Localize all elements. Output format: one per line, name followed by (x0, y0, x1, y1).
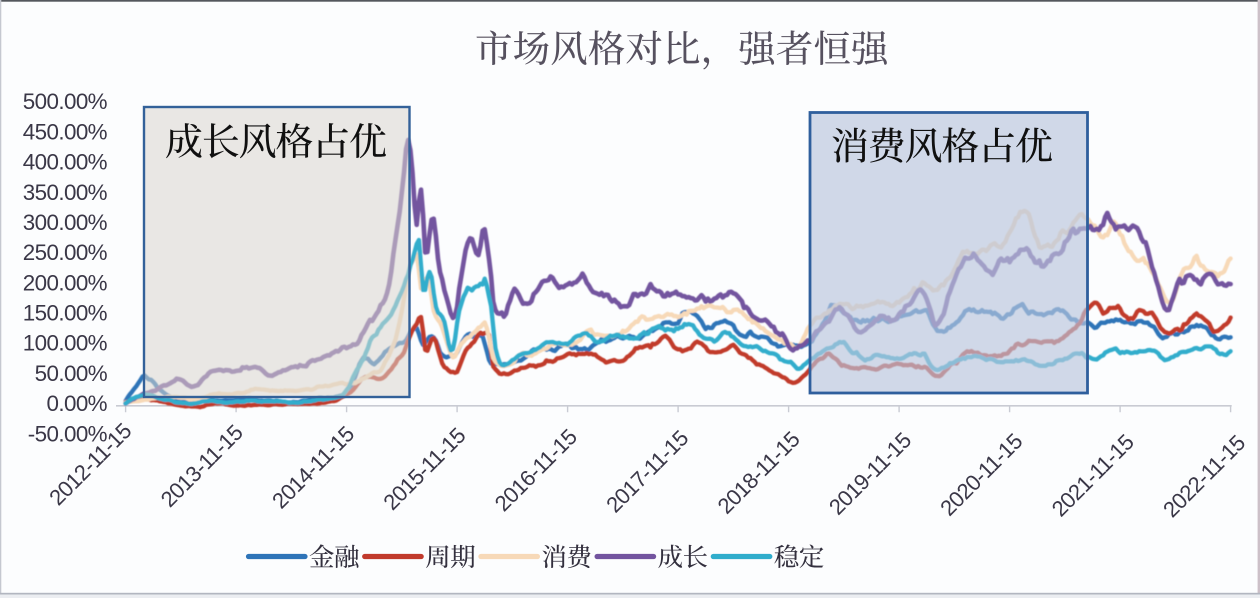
svg-text:50.00%: 50.00% (35, 361, 108, 386)
svg-text:-50.00%: -50.00% (28, 421, 108, 446)
svg-text:350.00%: 350.00% (23, 180, 108, 205)
svg-text:400.00%: 400.00% (23, 150, 108, 175)
svg-text:200.00%: 200.00% (23, 270, 108, 295)
svg-text:500.00%: 500.00% (23, 89, 108, 114)
svg-text:0.00%: 0.00% (47, 391, 108, 416)
svg-text:450.00%: 450.00% (23, 119, 108, 144)
svg-text:150.00%: 150.00% (23, 301, 108, 326)
svg-text:100.00%: 100.00% (23, 331, 108, 356)
svg-text:250.00%: 250.00% (23, 240, 108, 265)
svg-text:300.00%: 300.00% (23, 210, 108, 235)
